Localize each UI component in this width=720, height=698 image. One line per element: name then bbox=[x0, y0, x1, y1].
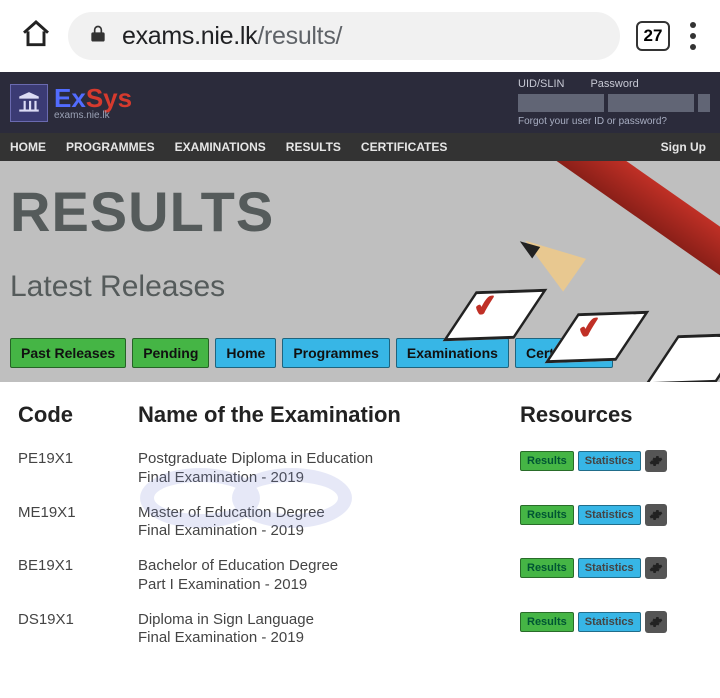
table-row: ME19X1Master of Education DegreeFinal Ex… bbox=[14, 496, 706, 550]
page-title: RESULTS bbox=[10, 179, 710, 244]
login-go-button[interactable] bbox=[698, 94, 710, 112]
tab-count-value: 27 bbox=[644, 26, 663, 46]
uid-input[interactable] bbox=[518, 94, 604, 112]
table-row: BE19X1Bachelor of Education DegreePart I… bbox=[14, 549, 706, 603]
nav-item-results[interactable]: RESULTS bbox=[276, 133, 351, 161]
lock-icon bbox=[88, 23, 108, 50]
password-input[interactable] bbox=[608, 94, 694, 112]
filter-home[interactable]: Home bbox=[215, 338, 276, 368]
statistics-button[interactable]: Statistics bbox=[578, 505, 641, 525]
url-host: exams.nie.lk bbox=[122, 22, 257, 50]
url-bar[interactable]: exams.nie.lk/results/ bbox=[68, 12, 620, 60]
nav-item-programmes[interactable]: PROGRAMMES bbox=[56, 133, 165, 161]
exam-resources: ResultsStatistics bbox=[516, 549, 706, 603]
results-button[interactable]: Results bbox=[520, 612, 574, 632]
results-table: Code Name of the Examination Resources P… bbox=[0, 382, 720, 666]
exam-name: Master of Education DegreeFinal Examinat… bbox=[134, 496, 516, 550]
brand-sys: Sys bbox=[86, 83, 132, 113]
gear-icon[interactable] bbox=[645, 504, 667, 526]
exam-name: Diploma in Sign LanguageFinal Examinatio… bbox=[134, 603, 516, 657]
filter-pending[interactable]: Pending bbox=[132, 338, 209, 368]
nav-item-home[interactable]: HOME bbox=[0, 133, 56, 161]
exam-code: PE19X1 bbox=[14, 442, 134, 496]
gear-icon[interactable] bbox=[645, 557, 667, 579]
url-text: exams.nie.lk/results/ bbox=[122, 22, 342, 51]
tab-count[interactable]: 27 bbox=[636, 21, 670, 51]
exam-resources: ResultsStatistics bbox=[516, 603, 706, 657]
results-button[interactable]: Results bbox=[520, 451, 574, 471]
signup-link[interactable]: Sign Up bbox=[661, 140, 720, 154]
url-path: /results/ bbox=[257, 22, 342, 50]
gear-icon[interactable] bbox=[645, 611, 667, 633]
hero: RESULTS Latest Releases Past ReleasesPen… bbox=[0, 161, 720, 382]
browser-bar: exams.nie.lk/results/ 27 bbox=[0, 0, 720, 72]
col-name: Name of the Examination bbox=[134, 392, 516, 442]
gear-icon[interactable] bbox=[645, 450, 667, 472]
exam-code: ME19X1 bbox=[14, 496, 134, 550]
filter-certificates[interactable]: Certificates bbox=[515, 338, 613, 368]
brand-logo-icon bbox=[10, 84, 48, 122]
overflow-menu-icon[interactable] bbox=[686, 18, 700, 54]
uid-label: UID/SLIN bbox=[518, 78, 564, 90]
nav-item-certificates[interactable]: CERTIFICATES bbox=[351, 133, 457, 161]
statistics-button[interactable]: Statistics bbox=[578, 558, 641, 578]
brand[interactable]: ExSys exams.nie.lk bbox=[10, 84, 132, 122]
table-row: PE19X1Postgraduate Diploma in EducationF… bbox=[14, 442, 706, 496]
brand-text: ExSys exams.nie.lk bbox=[54, 85, 132, 121]
results-button[interactable]: Results bbox=[520, 558, 574, 578]
exam-code: BE19X1 bbox=[14, 549, 134, 603]
nav-item-examinations[interactable]: EXAMINATIONS bbox=[165, 133, 276, 161]
filter-chips: Past ReleasesPendingHomeProgrammesExamin… bbox=[10, 338, 710, 368]
filter-examinations[interactable]: Examinations bbox=[396, 338, 509, 368]
home-icon[interactable] bbox=[20, 18, 52, 55]
table-row: DS19X1Diploma in Sign LanguageFinal Exam… bbox=[14, 603, 706, 657]
main-nav: HOMEPROGRAMMESEXAMINATIONSRESULTSCERTIFI… bbox=[0, 133, 720, 161]
login-area: UID/SLIN Password Forgot your user ID or… bbox=[518, 78, 710, 127]
filter-programmes[interactable]: Programmes bbox=[282, 338, 390, 368]
results-button[interactable]: Results bbox=[520, 505, 574, 525]
filter-past-releases[interactable]: Past Releases bbox=[10, 338, 126, 368]
exam-code: DS19X1 bbox=[14, 603, 134, 657]
exam-name: Postgraduate Diploma in EducationFinal E… bbox=[134, 442, 516, 496]
col-resources: Resources bbox=[516, 392, 706, 442]
statistics-button[interactable]: Statistics bbox=[578, 451, 641, 471]
site-header: ExSys exams.nie.lk UID/SLIN Password For… bbox=[0, 72, 720, 133]
page-subtitle: Latest Releases bbox=[10, 270, 710, 304]
exam-resources: ResultsStatistics bbox=[516, 442, 706, 496]
brand-ex: Ex bbox=[54, 83, 86, 113]
exam-name: Bachelor of Education DegreePart I Exami… bbox=[134, 549, 516, 603]
statistics-button[interactable]: Statistics bbox=[578, 612, 641, 632]
exam-resources: ResultsStatistics bbox=[516, 496, 706, 550]
forgot-link[interactable]: Forgot your user ID or password? bbox=[518, 116, 710, 127]
password-label: Password bbox=[590, 78, 638, 90]
col-code: Code bbox=[14, 392, 134, 442]
